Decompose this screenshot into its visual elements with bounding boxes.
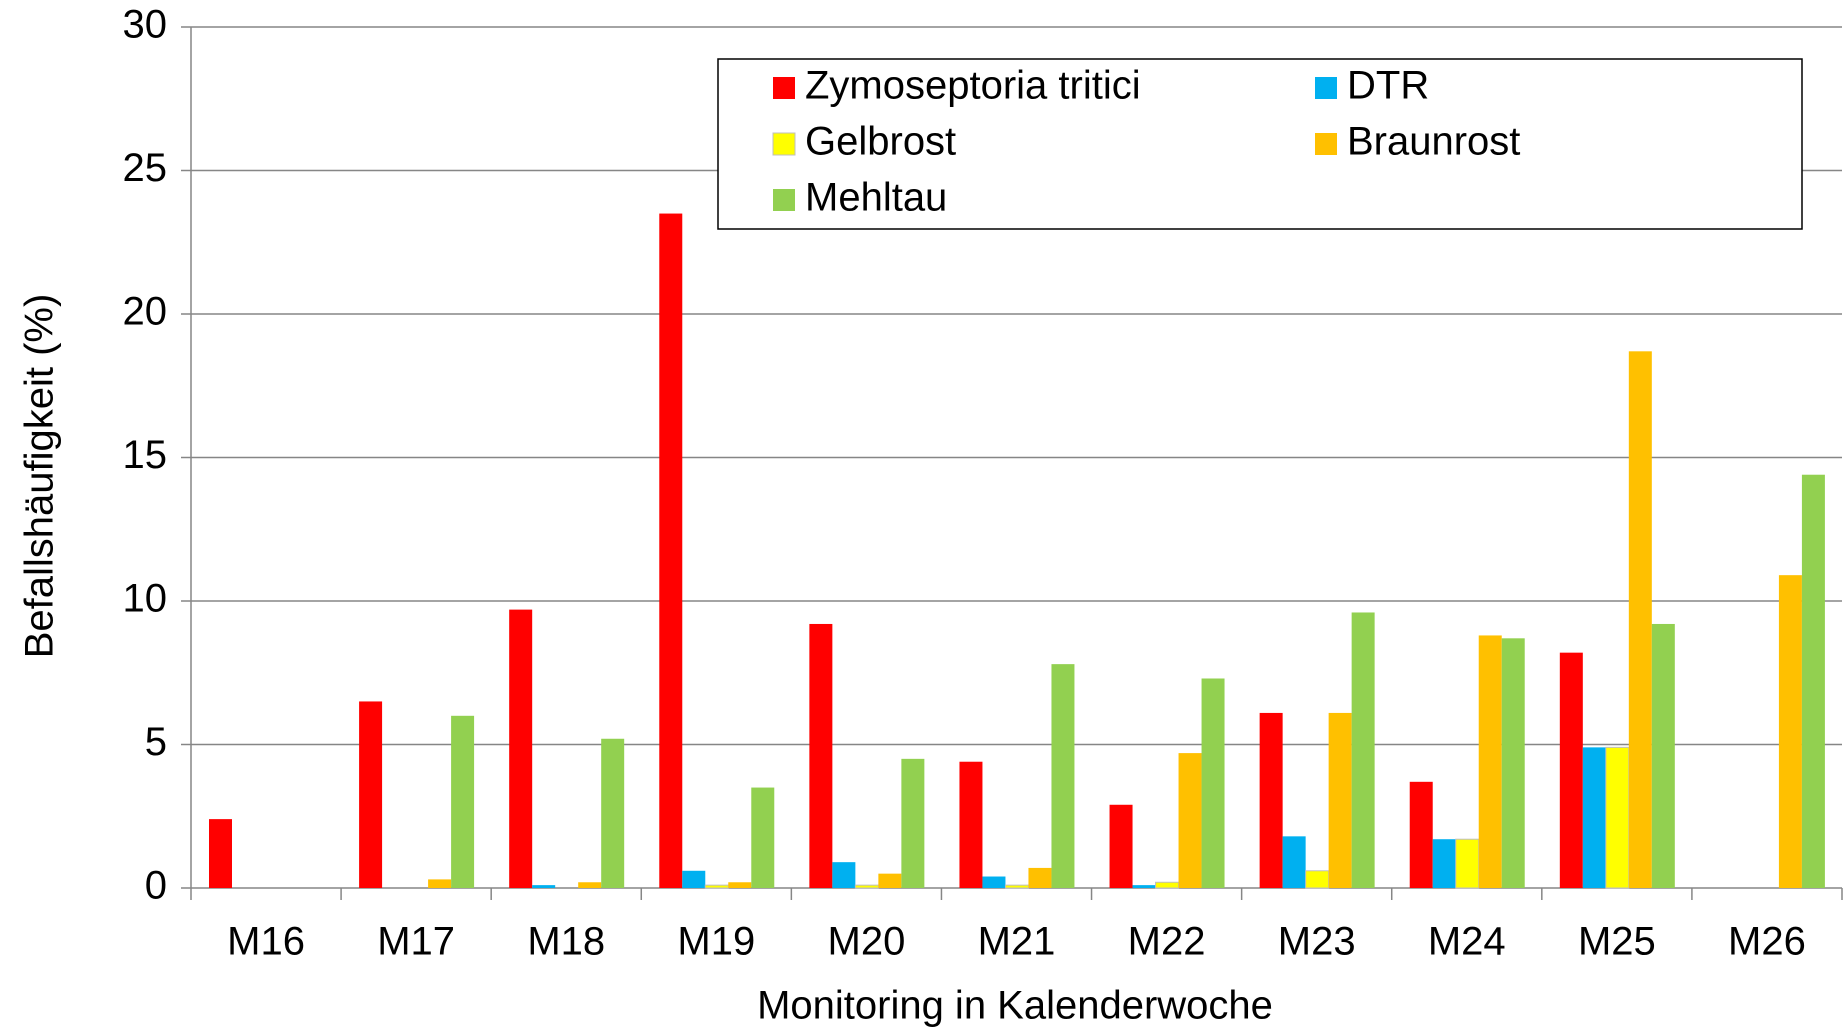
x-tick-label: M18	[527, 920, 605, 964]
legend-box	[717, 58, 1803, 230]
bar	[532, 885, 556, 888]
x-axis-title: Monitoring in Kalenderwoche	[757, 984, 1273, 1028]
bar	[1801, 474, 1825, 888]
y-tick-label: 20	[123, 290, 168, 334]
bar	[1259, 712, 1283, 888]
bar	[509, 609, 533, 888]
x-tick-label: M25	[1578, 920, 1656, 964]
y-tick-label: 25	[123, 146, 168, 190]
legend-swatch	[1315, 133, 1337, 155]
bar	[1409, 781, 1433, 888]
y-axis-title: Befallshäufigkeit (%)	[18, 294, 62, 659]
bar	[1004, 884, 1029, 889]
bar	[832, 862, 856, 888]
bar	[1109, 804, 1133, 888]
bar	[728, 882, 752, 888]
x-tick-label: M22	[1128, 920, 1206, 964]
legend-label: Mehltau	[805, 176, 947, 220]
x-tick-label: M17	[377, 920, 455, 964]
y-tick-label: 15	[123, 433, 168, 477]
bar	[1028, 867, 1052, 888]
bar	[1155, 881, 1180, 889]
bar	[428, 879, 452, 888]
bar	[359, 701, 383, 888]
bar	[1501, 638, 1525, 888]
bar	[209, 819, 232, 888]
bar	[578, 882, 602, 888]
bar	[1305, 870, 1330, 889]
x-tick-label: M21	[978, 920, 1056, 964]
bar	[451, 715, 475, 888]
bar	[1201, 678, 1225, 888]
bar	[1651, 623, 1675, 888]
x-tick-label: M20	[828, 920, 906, 964]
x-tick-label: M16	[227, 920, 305, 964]
bar	[854, 884, 879, 889]
legend-swatch	[773, 77, 795, 99]
x-tick-label: M24	[1428, 920, 1506, 964]
legend-label: Braunrost	[1347, 120, 1520, 164]
bar	[1455, 838, 1480, 889]
legend-swatch	[772, 132, 796, 156]
bar	[1351, 612, 1375, 888]
bar	[704, 884, 729, 889]
legend-label: Zymoseptoria tritici	[805, 64, 1141, 108]
legend-swatch	[773, 189, 795, 211]
bar	[982, 876, 1006, 888]
bar	[601, 738, 625, 888]
legend-label: DTR	[1347, 64, 1429, 108]
y-tick-label: 0	[145, 864, 167, 908]
bar	[1282, 836, 1306, 888]
bar	[1628, 351, 1652, 888]
bar	[809, 623, 833, 888]
bar	[1328, 712, 1352, 888]
y-tick-label: 30	[123, 3, 168, 47]
bar	[1778, 575, 1802, 888]
bar	[901, 758, 925, 888]
bar	[959, 761, 983, 888]
x-tick-label: M26	[1728, 920, 1806, 964]
bar	[1051, 664, 1075, 888]
y-tick-label: 5	[145, 720, 167, 764]
bar	[751, 787, 775, 888]
bar	[1432, 839, 1456, 888]
bar	[1478, 635, 1502, 888]
bar	[878, 873, 902, 888]
legend-swatch	[1315, 77, 1337, 99]
bar	[1132, 885, 1156, 888]
bar	[659, 213, 683, 889]
bar	[1582, 747, 1606, 888]
bar	[1178, 753, 1202, 888]
y-tick-label: 10	[123, 577, 168, 621]
bar	[682, 870, 706, 888]
legend-label: Gelbrost	[805, 120, 956, 164]
x-tick-label: M19	[677, 920, 755, 964]
x-tick-label: M23	[1278, 920, 1356, 964]
bar	[1559, 652, 1583, 888]
bar	[1605, 746, 1630, 889]
